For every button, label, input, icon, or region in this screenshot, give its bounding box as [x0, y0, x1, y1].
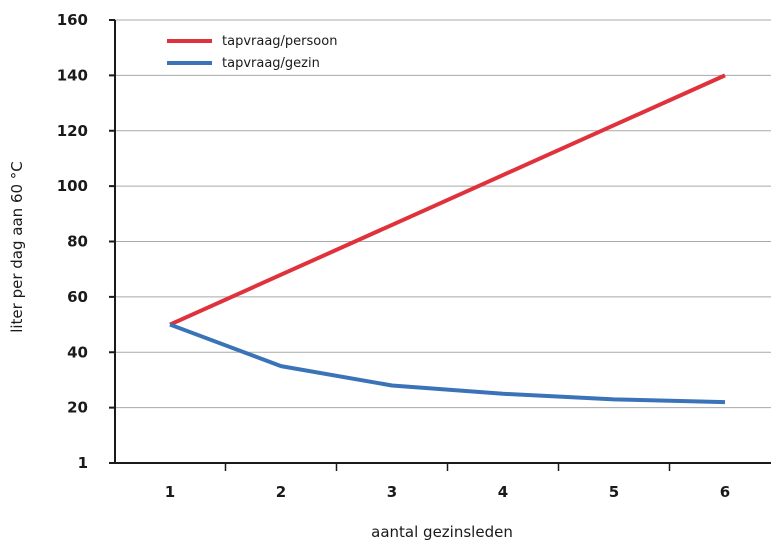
y-tick-label: 120: [57, 122, 88, 140]
y-tick-label: 40: [67, 343, 88, 361]
x-tick-label: 1: [165, 483, 175, 501]
x-tick-label: 2: [276, 483, 286, 501]
y-tick-label: 80: [67, 233, 88, 251]
y-tick-label: 100: [57, 177, 88, 195]
y-tick-label: 140: [57, 66, 88, 84]
y-tick-label: 160: [57, 11, 88, 29]
series-lines: [169, 73, 726, 405]
x-tick-label: 5: [609, 483, 619, 501]
x-tick-label: 6: [720, 483, 730, 501]
series-line-2: [169, 322, 726, 405]
y-tick-label: 20: [67, 399, 88, 417]
y-tick-label: 1: [78, 454, 88, 472]
y-axis-title: liter per dag aan 60 °C: [8, 161, 26, 333]
axes: [109, 19, 771, 471]
x-axis-title: aantal gezinsleden: [371, 523, 513, 541]
gridlines: [115, 19, 771, 409]
legend: tapvraag/persoon tapvraag/gezin: [167, 34, 337, 71]
x-tick-labels: 1 2 3 4 5 6: [165, 483, 730, 501]
x-tick-label: 4: [498, 483, 508, 501]
legend-label: tapvraag/gezin: [222, 56, 320, 71]
x-tick-label: 3: [387, 483, 397, 501]
series-line-1: [169, 73, 726, 327]
y-tick-label: 60: [67, 288, 88, 306]
legend-label: tapvraag/persoon: [222, 34, 337, 49]
